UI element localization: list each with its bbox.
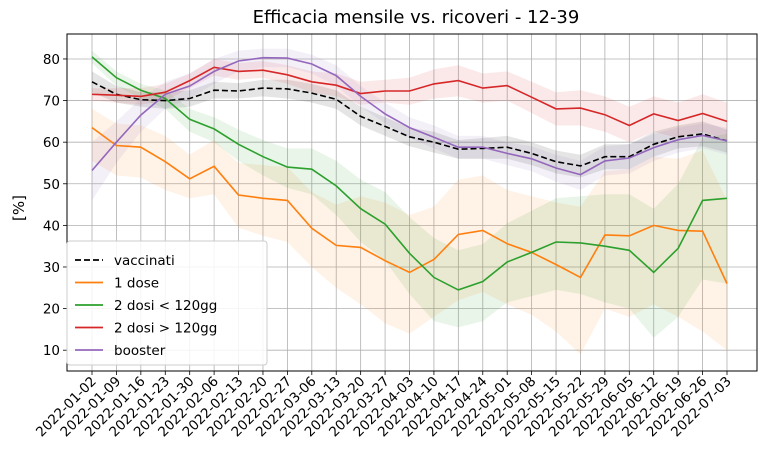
- chart-title: Efficacia mensile vs. ricoveri - 12-39: [253, 7, 580, 28]
- band-2-dosi-120gg: [92, 59, 727, 143]
- x-ticks: 2022-01-022022-01-092022-01-162022-01-23…: [33, 371, 735, 440]
- series-line-2-dosi-120gg: [91, 66, 728, 127]
- legend-label: 2 dosi < 120gg: [114, 298, 217, 314]
- y-tick-label: 40: [43, 218, 60, 234]
- confidence-bands: [92, 48, 727, 355]
- y-ticks: 10 20 30 40 50 60 70 80: [43, 52, 67, 359]
- y-tick-label: 50: [43, 177, 60, 193]
- series-line-1-dose: [91, 126, 728, 284]
- legend-box: [66, 240, 268, 366]
- band-booster: [92, 48, 727, 201]
- legend-label: booster: [114, 343, 166, 359]
- y-tick-label: 10: [43, 343, 60, 359]
- band-2-dosi-120gg: [92, 50, 727, 338]
- series-lines: [91, 56, 728, 291]
- y-tick-label: 30: [43, 260, 60, 276]
- legend-label: vaccinati: [114, 253, 175, 269]
- y-tick-label: 80: [43, 52, 60, 68]
- y-tick-label: 20: [43, 302, 60, 318]
- legend-label: 1 dose: [114, 276, 159, 292]
- legend: vaccinati 1 dose 2 dosi < 120gg 2 dosi > 12…: [66, 240, 268, 366]
- plot-frame: [66, 33, 758, 372]
- band-1-dose: [92, 108, 727, 355]
- legend-label: 2 dosi > 120gg: [114, 321, 217, 337]
- y-tick-label: 70: [43, 94, 60, 110]
- y-axis-label: [%]: [10, 195, 28, 221]
- series-line-booster: [91, 56, 728, 176]
- y-tick-label: 60: [43, 135, 60, 151]
- series-line-vaccinati: [91, 81, 728, 167]
- series-line-2-dosi-120gg: [91, 56, 728, 291]
